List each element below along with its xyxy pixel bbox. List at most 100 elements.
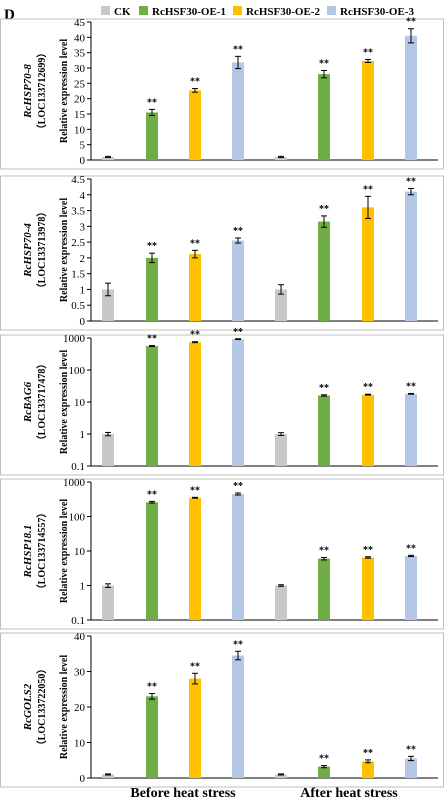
y-axis-label: Relative expression level xyxy=(59,655,70,759)
y-tick-label: 30 xyxy=(74,63,86,75)
panel-2: 0 0.5 1 1.5 2 2.5 3 3.5 4 4.5 Relative expression … xyxy=(0,174,444,331)
bar xyxy=(318,74,330,160)
y-tick-label: 10 xyxy=(74,124,86,136)
y-tick-label: 30 xyxy=(74,667,86,679)
significance-label: ** xyxy=(319,545,329,556)
significance-label: ** xyxy=(233,44,243,55)
y-tick-label: 0 xyxy=(80,316,86,328)
legend-label-oe1: RcHSF30-OE-1 xyxy=(152,6,226,18)
bar xyxy=(232,339,244,466)
bar xyxy=(189,678,201,778)
legend-swatch-oe3 xyxy=(327,6,336,15)
y-tick-label: 100 xyxy=(69,512,86,524)
significance-label: ** xyxy=(190,485,200,496)
y-tick-label: 40 xyxy=(74,32,86,44)
condition-label-before: Before heat stress xyxy=(130,786,236,801)
bar xyxy=(102,774,114,778)
bar xyxy=(405,191,417,321)
significance-label: ** xyxy=(319,58,329,69)
bar xyxy=(102,585,114,620)
y-tick-label: 1000 xyxy=(63,333,86,345)
bar xyxy=(275,434,287,466)
bar xyxy=(189,90,201,160)
bar xyxy=(405,35,417,160)
panel-4: 0.1 1 10 100 1000 Relative expression level （L… xyxy=(0,477,444,630)
significance-label: ** xyxy=(319,204,329,215)
legend-label-oe2: RcHSF30-OE-2 xyxy=(246,6,320,18)
legend-label-ck: CK xyxy=(114,6,131,18)
y-tick-label: 1 xyxy=(80,429,86,441)
legend-swatch-oe1 xyxy=(139,6,148,15)
panel-letter: D xyxy=(4,7,15,23)
bar xyxy=(362,394,374,466)
bar xyxy=(102,434,114,466)
significance-label: ** xyxy=(147,241,157,252)
bar xyxy=(362,207,374,321)
legend-item-oe3: RcHSF30-OE-3 xyxy=(327,6,414,18)
y-tick-label: 2 xyxy=(80,253,86,265)
bar xyxy=(318,221,330,321)
legend-label-oe3: RcHSF30-OE-3 xyxy=(340,6,414,18)
legend-swatch-ck xyxy=(101,6,110,15)
y-tick-label: 0.5 xyxy=(71,300,85,312)
gene-locus: （LOC133722050） xyxy=(35,664,48,751)
y-tick-label: 4.5 xyxy=(71,174,85,186)
legend-item-oe2: RcHSF30-OE-2 xyxy=(233,6,320,18)
legend-item-ck: CK xyxy=(101,6,131,18)
y-tick-label: 1 xyxy=(80,581,86,593)
y-tick-label: 1000 xyxy=(63,477,86,489)
significance-label: ** xyxy=(233,481,243,492)
y-tick-label: 3 xyxy=(80,221,86,233)
significance-label: ** xyxy=(190,77,200,88)
bar xyxy=(362,60,374,160)
y-tick-label: 4 xyxy=(80,190,86,202)
panel-frame xyxy=(0,18,444,170)
panel-frame xyxy=(0,334,444,476)
y-axis-label: Relative expression level xyxy=(59,39,70,143)
bar xyxy=(318,395,330,466)
bar xyxy=(146,112,158,160)
bar xyxy=(275,585,287,620)
significance-label: ** xyxy=(190,661,200,672)
significance-label: ** xyxy=(406,381,416,392)
significance-label: ** xyxy=(147,97,157,108)
bar xyxy=(232,655,244,778)
y-tick-label: 40 xyxy=(74,631,86,643)
panel-1: 0 5 10 15 20 25 30 35 40 45 Relative expression le… xyxy=(0,17,444,170)
bar xyxy=(232,62,244,161)
bar xyxy=(232,493,244,620)
bar xyxy=(146,257,158,321)
significance-label: ** xyxy=(190,238,200,249)
bar xyxy=(318,558,330,620)
y-tick-label: 5 xyxy=(80,140,86,152)
bar xyxy=(146,346,158,466)
bar xyxy=(189,497,201,620)
y-tick-label: 0 xyxy=(80,773,86,785)
y-tick-label: 45 xyxy=(74,17,86,29)
gene-locus: （LOC133717478） xyxy=(35,359,48,446)
y-tick-label: 20 xyxy=(74,94,86,106)
y-tick-label: 25 xyxy=(74,78,86,90)
significance-label: ** xyxy=(363,184,373,195)
significance-label: ** xyxy=(147,489,157,500)
y-tick-label: 0.1 xyxy=(71,461,85,473)
y-tick-label: 10 xyxy=(74,546,86,558)
gene-name: RcHSP70-8 xyxy=(22,64,34,119)
bar xyxy=(146,696,158,778)
bar xyxy=(275,156,287,160)
gene-name: RcBAG6 xyxy=(22,381,34,423)
panel-frame xyxy=(0,632,444,788)
y-axis-label: Relative expression level xyxy=(59,499,70,603)
significance-label: ** xyxy=(406,543,416,554)
panel-frame xyxy=(0,175,444,331)
bar xyxy=(189,254,201,321)
gene-name: RcHSP18.1 xyxy=(22,525,34,579)
bar xyxy=(275,289,287,321)
y-tick-label: 1 xyxy=(80,284,86,296)
significance-label: ** xyxy=(363,382,373,393)
significance-label: ** xyxy=(147,334,157,345)
significance-label: ** xyxy=(319,383,329,394)
bar xyxy=(146,502,158,620)
gene-locus: （LOC133712699） xyxy=(35,48,48,135)
